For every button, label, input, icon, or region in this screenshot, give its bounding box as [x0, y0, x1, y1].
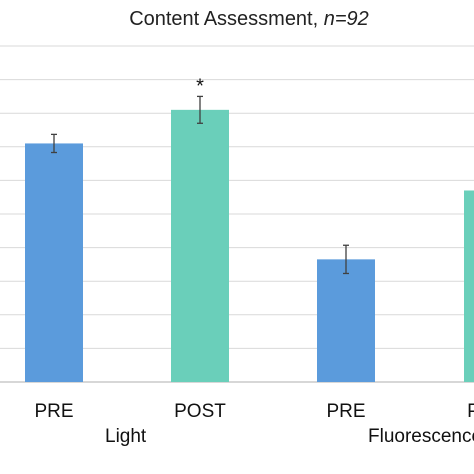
bar-fluorescence-pre: [317, 259, 375, 382]
significance-marker: *: [196, 75, 204, 97]
error-bars: [51, 95, 349, 275]
group-label: Fluorescence: [368, 426, 474, 447]
bars: [25, 109, 474, 382]
labels: PRE * POST Light PRE POST Fluorescence: [34, 75, 474, 447]
tick-label: PRE: [34, 401, 73, 422]
chart-title-text: Content Assessment,: [129, 8, 324, 30]
tick-label: PRE: [326, 401, 365, 422]
bar-fluorescence-post: [464, 190, 474, 382]
tick-label: POST: [467, 401, 474, 422]
bar-light-post: [171, 109, 229, 382]
group-label: Light: [105, 426, 147, 447]
chart-title: Content Assessment, n=92: [0, 8, 474, 31]
tick-label: POST: [174, 401, 226, 422]
bar-light-pre: [25, 143, 83, 382]
chart-title-n: n=92: [323, 8, 369, 30]
